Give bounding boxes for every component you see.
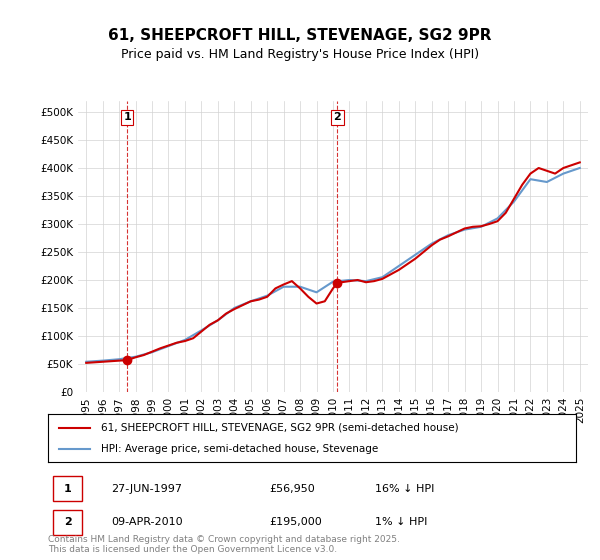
Text: 27-JUN-1997: 27-JUN-1997 (112, 484, 182, 493)
Text: 61, SHEEPCROFT HILL, STEVENAGE, SG2 9PR: 61, SHEEPCROFT HILL, STEVENAGE, SG2 9PR (108, 28, 492, 43)
FancyBboxPatch shape (53, 476, 82, 501)
Text: Contains HM Land Registry data © Crown copyright and database right 2025.
This d: Contains HM Land Registry data © Crown c… (48, 535, 400, 554)
FancyBboxPatch shape (53, 510, 82, 534)
Text: 61, SHEEPCROFT HILL, STEVENAGE, SG2 9PR (semi-detached house): 61, SHEEPCROFT HILL, STEVENAGE, SG2 9PR … (101, 423, 458, 433)
Text: 1: 1 (64, 484, 71, 493)
Text: HPI: Average price, semi-detached house, Stevenage: HPI: Average price, semi-detached house,… (101, 444, 378, 454)
Text: 16% ↓ HPI: 16% ↓ HPI (376, 484, 435, 493)
Text: Price paid vs. HM Land Registry's House Price Index (HPI): Price paid vs. HM Land Registry's House … (121, 48, 479, 60)
Text: £195,000: £195,000 (270, 517, 323, 527)
Text: 1: 1 (124, 113, 131, 123)
Text: 1% ↓ HPI: 1% ↓ HPI (376, 517, 428, 527)
Text: 2: 2 (64, 517, 71, 527)
Text: 2: 2 (334, 113, 341, 123)
Text: £56,950: £56,950 (270, 484, 316, 493)
Text: 09-APR-2010: 09-APR-2010 (112, 517, 183, 527)
